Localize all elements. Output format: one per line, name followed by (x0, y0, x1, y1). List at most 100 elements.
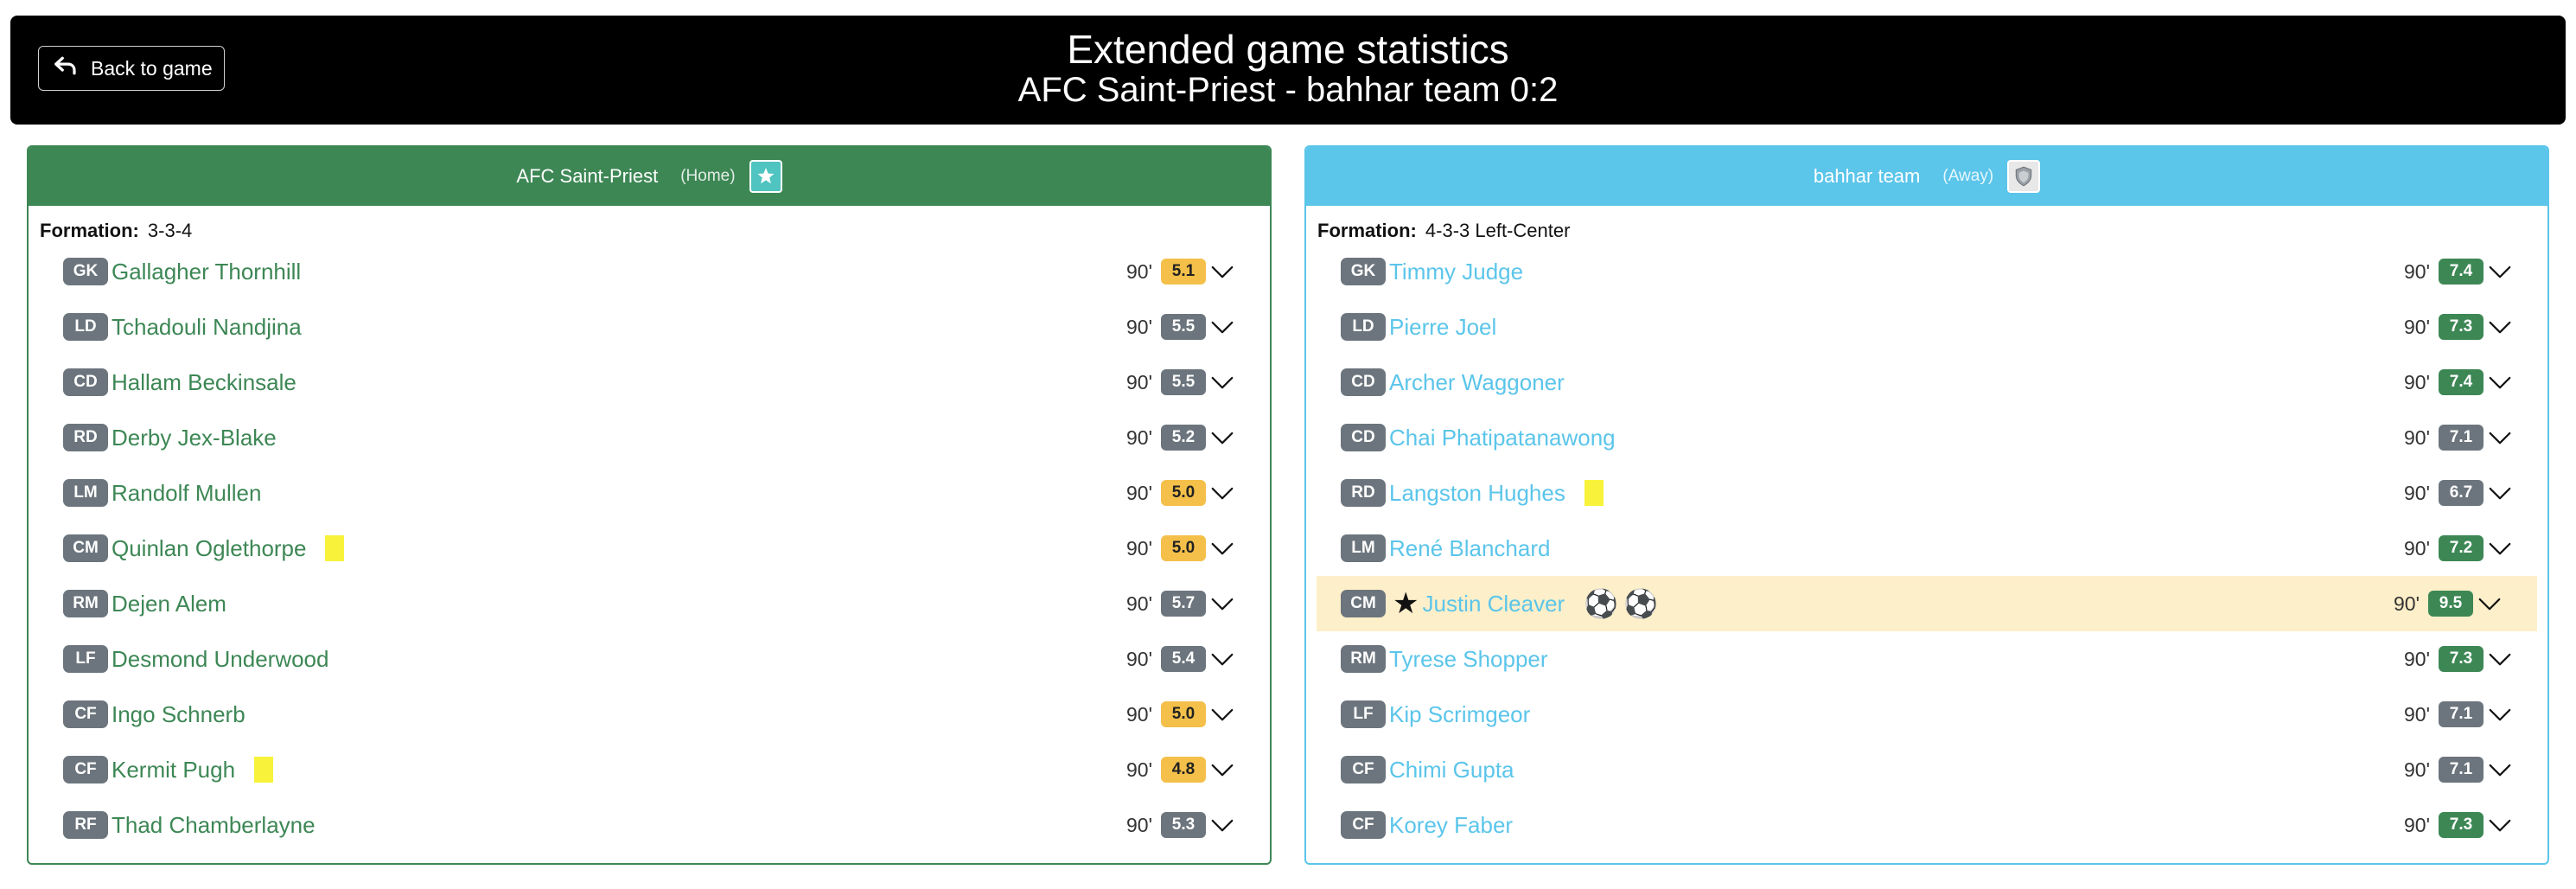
position-badge: CF (1341, 756, 1386, 783)
chevron-down-icon[interactable] (1209, 259, 1235, 285)
player-row[interactable]: CD Chai Phatipatanawong 90' 7.1 (1306, 410, 2547, 465)
chevron-down-icon[interactable] (1209, 425, 1235, 451)
page-header: Back to game Extended game statistics AF… (10, 16, 2566, 125)
player-stats: 90' 5.0 (1126, 521, 1235, 576)
away-player-list: GK Timmy Judge 90' 7.4 LD Pierre Joel 90' 7.3 CD… (1306, 244, 2547, 853)
player-name-link[interactable]: Dejen Alem (112, 590, 226, 617)
player-row[interactable]: CF Chimi Gupta 90' 7.1 (1306, 742, 2547, 797)
player-rating-badge: 7.3 (2439, 812, 2484, 838)
player-name-link[interactable]: Derby Jex-Blake (112, 424, 277, 451)
position-badge: LF (1341, 700, 1386, 728)
player-name-link[interactable]: Tyrese Shopper (1389, 645, 1548, 672)
player-name-link[interactable]: Hallam Beckinsale (112, 368, 296, 395)
minutes-played: 90' (2404, 647, 2430, 670)
player-row[interactable]: RD Derby Jex-Blake 90' 5.2 (29, 410, 1270, 465)
chevron-down-icon[interactable] (1209, 757, 1235, 783)
player-row[interactable]: LD Pierre Joel 90' 7.3 (1306, 299, 2547, 355)
player-name-link[interactable]: Tchadouli Nandjina (112, 313, 302, 340)
chevron-down-icon[interactable] (2477, 591, 2503, 617)
player-row[interactable]: GK Timmy Judge 90' 7.4 (1306, 244, 2547, 299)
player-name-link[interactable]: Chai Phatipatanawong (1389, 424, 1616, 451)
minutes-played: 90' (2404, 315, 2430, 338)
player-row[interactable]: LM René Blanchard 90' 7.2 (1306, 521, 2547, 576)
player-rating-badge: 7.4 (2439, 259, 2484, 285)
player-row[interactable]: RM Dejen Alem 90' 5.7 (29, 576, 1270, 631)
player-stats: 90' 7.1 (2404, 742, 2513, 797)
player-name-link[interactable]: Archer Waggoner (1389, 368, 1565, 395)
player-stats: 90' 5.7 (1126, 576, 1235, 631)
player-row[interactable]: CF Kermit Pugh 90' 4.8 (29, 742, 1270, 797)
player-name-link[interactable]: Quinlan Oglethorpe (112, 534, 307, 561)
minutes-played: 90' (1126, 370, 1152, 393)
player-name-link[interactable]: Kip Scrimgeor (1389, 700, 1531, 727)
chevron-down-icon[interactable] (2487, 757, 2513, 783)
chevron-down-icon[interactable] (2487, 314, 2513, 340)
minutes-played: 90' (2404, 536, 2430, 560)
chevron-down-icon[interactable] (1209, 646, 1235, 672)
chevron-down-icon[interactable] (1209, 535, 1235, 561)
away-formation: Formation: 4-3-3 Left-Center (1317, 220, 1570, 242)
chevron-down-icon[interactable] (1209, 701, 1235, 727)
player-stats: 90' 5.3 (1126, 797, 1235, 853)
player-rating-badge: 7.1 (2439, 701, 2484, 727)
formation-value: 4-3-3 Left-Center (1425, 220, 1571, 241)
player-name-link[interactable]: Justin Cleaver (1422, 590, 1565, 617)
home-team-panel: AFC Saint-Priest (Home) Formation: 3-3-4 … (27, 145, 1272, 865)
player-stats: 90' 7.2 (2404, 521, 2513, 576)
chevron-down-icon[interactable] (1209, 591, 1235, 617)
chevron-down-icon[interactable] (2487, 535, 2513, 561)
player-row[interactable]: CD Hallam Beckinsale 90' 5.5 (29, 355, 1270, 410)
minutes-played: 90' (2394, 592, 2420, 615)
player-name-link[interactable]: Chimi Gupta (1389, 756, 1514, 783)
player-row[interactable]: LM Randolf Mullen 90' 5.0 (29, 465, 1270, 521)
player-name-link[interactable]: Kermit Pugh (112, 756, 236, 783)
player-row[interactable]: CF Korey Faber 90' 7.3 (1306, 797, 2547, 853)
chevron-down-icon[interactable] (1209, 314, 1235, 340)
away-team-header: bahhar team (Away) (1306, 147, 2547, 206)
player-rating-badge: 5.2 (1161, 425, 1206, 451)
minutes-played: 90' (1126, 536, 1152, 560)
player-name-link[interactable]: Korey Faber (1389, 811, 1514, 838)
player-name-link[interactable]: Desmond Underwood (112, 645, 329, 672)
player-row[interactable]: CM Quinlan Oglethorpe 90' 5.0 (29, 521, 1270, 576)
chevron-down-icon[interactable] (2487, 480, 2513, 506)
position-badge: CD (63, 368, 108, 396)
back-button-label: Back to game (91, 56, 213, 80)
player-name-link[interactable]: Randolf Mullen (112, 479, 262, 506)
chevron-down-icon[interactable] (2487, 369, 2513, 395)
player-row[interactable]: CF Ingo Schnerb 90' 5.0 (29, 687, 1270, 742)
player-row[interactable]: GK Gallagher Thornhill 90' 5.1 (29, 244, 1270, 299)
chevron-down-icon[interactable] (2487, 425, 2513, 451)
player-name-link[interactable]: Gallagher Thornhill (112, 258, 302, 285)
chevron-down-icon[interactable] (2487, 259, 2513, 285)
chevron-down-icon[interactable] (1209, 812, 1235, 838)
goal-ball-icon: ⚽ (1623, 588, 1658, 619)
player-rating-badge: 7.1 (2439, 757, 2484, 783)
back-to-game-button[interactable]: Back to game (38, 46, 225, 91)
player-row[interactable]: CD Archer Waggoner 90' 7.4 (1306, 355, 2547, 410)
player-row[interactable]: RM Tyrese Shopper 90' 7.3 (1306, 631, 2547, 687)
player-row[interactable]: CM ★ Justin Cleaver ⚽ ⚽ 90' 9.5 (1317, 576, 2537, 631)
chevron-down-icon[interactable] (2487, 812, 2513, 838)
minutes-played: 90' (2404, 702, 2430, 726)
player-row[interactable]: LD Tchadouli Nandjina 90' 5.5 (29, 299, 1270, 355)
player-name-link[interactable]: Thad Chamberlayne (112, 811, 316, 838)
chevron-down-icon[interactable] (2487, 646, 2513, 672)
chevron-down-icon[interactable] (2487, 701, 2513, 727)
player-row[interactable]: LF Desmond Underwood 90' 5.4 (29, 631, 1270, 687)
player-stats: 90' 5.0 (1126, 465, 1235, 521)
player-name-link[interactable]: Timmy Judge (1389, 258, 1524, 285)
chevron-down-icon[interactable] (1209, 480, 1235, 506)
page-title: Extended game statistics (1067, 27, 1509, 72)
player-stats: 90' 5.4 (1126, 631, 1235, 687)
away-team-logo-icon (2007, 160, 2041, 193)
player-row[interactable]: RF Thad Chamberlayne 90' 5.3 (29, 797, 1270, 853)
player-name-link[interactable]: Ingo Schnerb (112, 700, 245, 727)
player-name-link[interactable]: Pierre Joel (1389, 313, 1497, 340)
player-name-link[interactable]: René Blanchard (1389, 534, 1551, 561)
player-row[interactable]: LF Kip Scrimgeor 90' 7.1 (1306, 687, 2547, 742)
player-name-link[interactable]: Langston Hughes (1389, 479, 1565, 506)
player-row[interactable]: RD Langston Hughes 90' 6.7 (1306, 465, 2547, 521)
chevron-down-icon[interactable] (1209, 369, 1235, 395)
minutes-played: 90' (1126, 647, 1152, 670)
